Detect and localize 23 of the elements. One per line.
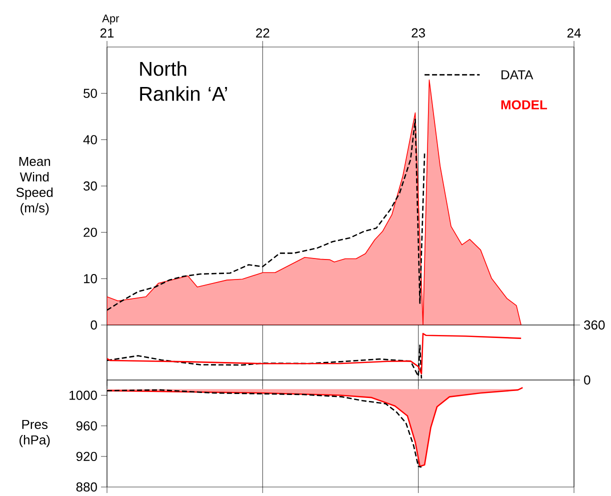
x-tick-label: 22 [256,28,270,38]
y-tick-label: 40 [83,135,97,144]
y-tick-label: 960 [76,421,97,430]
x-tick-label: 24 [567,28,581,38]
y-tick-label: 50 [84,88,97,98]
y2-tick-label: 360 [584,320,605,330]
line-series [107,332,522,374]
x-tick-label: 23 [412,28,425,38]
text: North Rankin ‘A’ [140,61,227,101]
x-tick-label: 21 [100,28,114,38]
y-axis-title: Pres (hPa) [20,420,50,448]
legend-label: DATA [502,70,534,80]
text: MODEL [501,100,548,110]
y-tick-label: 880 [76,482,97,492]
y-tick-label: 20 [84,228,97,237]
x-axis-title: Apr [102,14,120,24]
y-tick-label: 1000 [70,390,97,400]
y-tick-label: 0 [90,320,97,330]
y-tick-label: 10 [84,274,97,284]
y-tick-label: 30 [84,181,97,191]
y2-tick-label: 0 [584,375,590,385]
y-tick-label: 920 [76,452,97,462]
y-axis-title: Mean Wind Speed (m/s) [16,156,53,216]
